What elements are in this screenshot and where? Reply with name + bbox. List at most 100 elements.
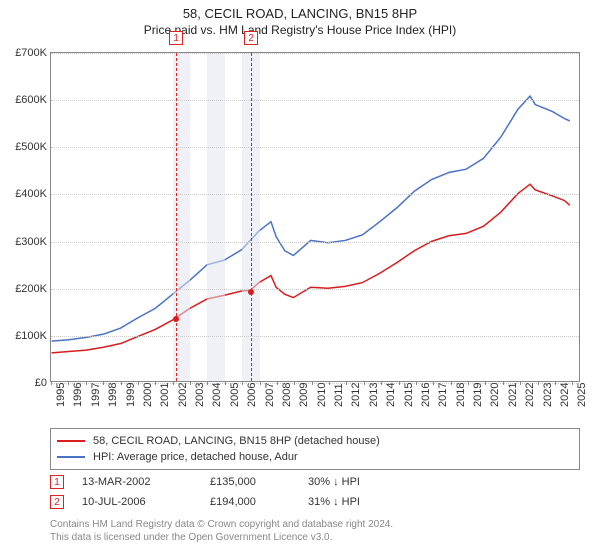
x-axis-label: 2009 [298, 377, 310, 407]
footer-line: Contains HM Land Registry data © Crown c… [50, 518, 580, 531]
legend-row: HPI: Average price, detached house, Adur [57, 449, 573, 465]
x-axis-label: 2012 [350, 377, 362, 407]
title-sub: Price paid vs. HM Land Registry's House … [0, 23, 600, 37]
x-tick [312, 381, 313, 385]
x-axis-label: 2008 [281, 377, 293, 407]
y-axis-label: £700K [3, 47, 47, 59]
x-axis-label: 1995 [55, 377, 67, 407]
legend-label: HPI: Average price, detached house, Adur [93, 451, 298, 463]
sale-dot [173, 316, 179, 322]
x-tick [103, 381, 104, 385]
legend: 58, CECIL ROAD, LANCING, BN15 8HP (detac… [50, 428, 580, 470]
y-axis-label: £600K [3, 94, 47, 106]
x-axis-label: 2015 [403, 377, 415, 407]
x-tick [260, 381, 261, 385]
marker-price: £194,000 [210, 496, 290, 508]
x-tick [121, 381, 122, 385]
x-axis-label: 2007 [264, 377, 276, 407]
grid-line [51, 194, 579, 195]
x-axis-label: 2013 [368, 377, 380, 407]
x-tick [468, 381, 469, 385]
sale-markers: 1 13-MAR-2002 £135,000 30% ↓ HPI 2 10-JU… [50, 472, 580, 512]
x-axis-label: 2016 [420, 377, 432, 407]
x-tick [416, 381, 417, 385]
x-tick [242, 381, 243, 385]
footer-attribution: Contains HM Land Registry data © Crown c… [50, 518, 580, 544]
x-axis-label: 2004 [211, 377, 223, 407]
x-axis-label: 2003 [194, 377, 206, 407]
x-tick [503, 381, 504, 385]
x-axis-label: 2021 [507, 377, 519, 407]
marker-box-icon: 2 [50, 495, 64, 509]
sale-dot [248, 289, 254, 295]
x-axis-label: 2019 [472, 377, 484, 407]
x-tick [572, 381, 573, 385]
x-axis-label: 2023 [542, 377, 554, 407]
x-axis-label: 2020 [489, 377, 501, 407]
marker-price: £135,000 [210, 476, 290, 488]
x-tick [51, 381, 52, 385]
series-line-price_paid [52, 184, 570, 353]
y-axis-label: £500K [3, 141, 47, 153]
x-tick [329, 381, 330, 385]
grid-line [51, 289, 579, 290]
legend-row: 58, CECIL ROAD, LANCING, BN15 8HP (detac… [57, 433, 573, 449]
grid-line [51, 100, 579, 101]
x-axis-label: 2010 [316, 377, 328, 407]
marker-date: 13-MAR-2002 [82, 476, 192, 488]
y-axis-label: £0 [3, 377, 47, 389]
x-tick [520, 381, 521, 385]
titles: 58, CECIL ROAD, LANCING, BN15 8HP Price … [0, 0, 600, 37]
x-tick [433, 381, 434, 385]
x-axis-label: 2014 [385, 377, 397, 407]
x-tick [364, 381, 365, 385]
shade-band [207, 53, 224, 381]
marker-row: 2 10-JUL-2006 £194,000 31% ↓ HPI [50, 492, 580, 512]
x-axis-label: 2006 [246, 377, 258, 407]
x-axis-label: 1997 [90, 377, 102, 407]
x-axis-label: 2018 [455, 377, 467, 407]
marker-hpi: 30% ↓ HPI [308, 476, 398, 488]
x-tick [555, 381, 556, 385]
callout-box: 1 [169, 31, 183, 45]
x-tick [155, 381, 156, 385]
x-axis-label: 1998 [107, 377, 119, 407]
callout-box: 2 [244, 31, 258, 45]
y-axis-label: £200K [3, 283, 47, 295]
chart-plot-area: £0£100K£200K£300K£400K£500K£600K£700K199… [50, 52, 580, 382]
grid-line [51, 242, 579, 243]
footer-line: This data is licensed under the Open Gov… [50, 531, 580, 544]
x-axis-label: 1999 [125, 377, 137, 407]
y-axis-label: £100K [3, 330, 47, 342]
grid-line [51, 336, 579, 337]
x-tick [294, 381, 295, 385]
x-tick [86, 381, 87, 385]
x-tick [225, 381, 226, 385]
x-axis-label: 1996 [72, 377, 84, 407]
x-tick [485, 381, 486, 385]
grid-line [51, 147, 579, 148]
chart-container: { "title_main": "58, CECIL ROAD, LANCING… [0, 0, 600, 560]
title-main: 58, CECIL ROAD, LANCING, BN15 8HP [0, 6, 600, 21]
marker-hpi: 31% ↓ HPI [308, 496, 398, 508]
x-axis-label: 2022 [524, 377, 536, 407]
sale-vline [176, 53, 177, 381]
x-tick [173, 381, 174, 385]
x-axis-label: 2017 [437, 377, 449, 407]
x-axis-label: 2025 [576, 377, 588, 407]
x-tick [277, 381, 278, 385]
legend-swatch [57, 456, 85, 458]
grid-line [51, 53, 579, 54]
x-axis-label: 2005 [229, 377, 241, 407]
y-axis-label: £300K [3, 236, 47, 248]
sale-vline [251, 53, 252, 381]
legend-swatch [57, 440, 85, 442]
x-tick [381, 381, 382, 385]
x-axis-label: 2024 [559, 377, 571, 407]
x-axis-label: 2002 [177, 377, 189, 407]
x-tick [190, 381, 191, 385]
x-tick [138, 381, 139, 385]
x-tick [538, 381, 539, 385]
x-tick [451, 381, 452, 385]
x-axis-label: 2011 [333, 377, 345, 407]
